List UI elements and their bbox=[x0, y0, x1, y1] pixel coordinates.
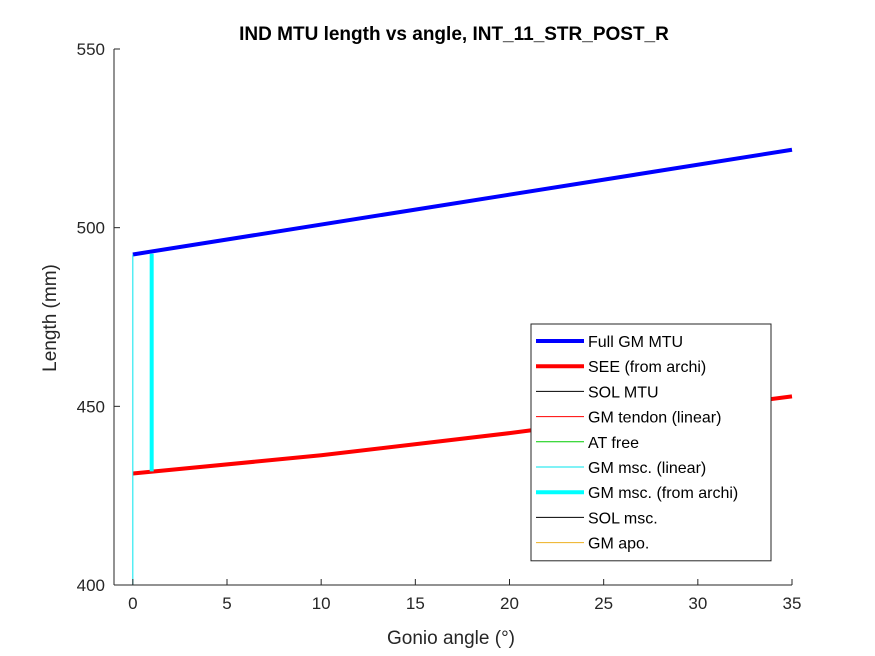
series-line-1 bbox=[132, 147, 793, 257]
legend-label: GM apo. bbox=[588, 536, 649, 553]
x-tick-label: 0 bbox=[128, 594, 137, 613]
x-tick-label: 15 bbox=[406, 594, 425, 613]
legend-label: AT free bbox=[588, 435, 639, 452]
legend-label: SEE (from archi) bbox=[588, 359, 706, 376]
y-tick-label: 500 bbox=[77, 219, 105, 238]
legend-label: SOL MTU bbox=[588, 384, 659, 401]
legend-box bbox=[530, 323, 772, 562]
x-tick-label: 25 bbox=[594, 594, 613, 613]
legend-label: SOL msc. bbox=[588, 510, 658, 527]
y-tick-label: 400 bbox=[77, 576, 105, 595]
y-axis-label: Length (mm) bbox=[40, 264, 61, 372]
x-tick-label: 35 bbox=[783, 594, 802, 613]
chart-title: IND MTU length vs angle, INT_11_STR_POST… bbox=[239, 24, 669, 45]
legend-label: GM tendon (linear) bbox=[588, 410, 721, 427]
y-tick-label: 450 bbox=[77, 397, 105, 416]
x-axis-ticks: 0 5 10 15 20 25 30 35 bbox=[128, 579, 801, 613]
x-tick-label: 30 bbox=[688, 594, 707, 613]
legend: Full GM MTU SEE (from archi) SOL MTU GM ten… bbox=[530, 323, 772, 562]
x-tick-label: 10 bbox=[312, 594, 331, 613]
x-axis-label: Gonio angle (°) bbox=[387, 628, 515, 649]
legend-label: Full GM MTU bbox=[588, 334, 683, 351]
y-axis-ticks: 400 450 500 550 bbox=[77, 40, 120, 595]
legend-label: GM msc. (linear) bbox=[588, 460, 706, 477]
x-tick-label: 5 bbox=[222, 594, 231, 613]
legend-label: GM msc. (from archi) bbox=[588, 485, 738, 502]
x-tick-label: 20 bbox=[500, 594, 519, 613]
y-tick-label: 550 bbox=[77, 40, 105, 59]
